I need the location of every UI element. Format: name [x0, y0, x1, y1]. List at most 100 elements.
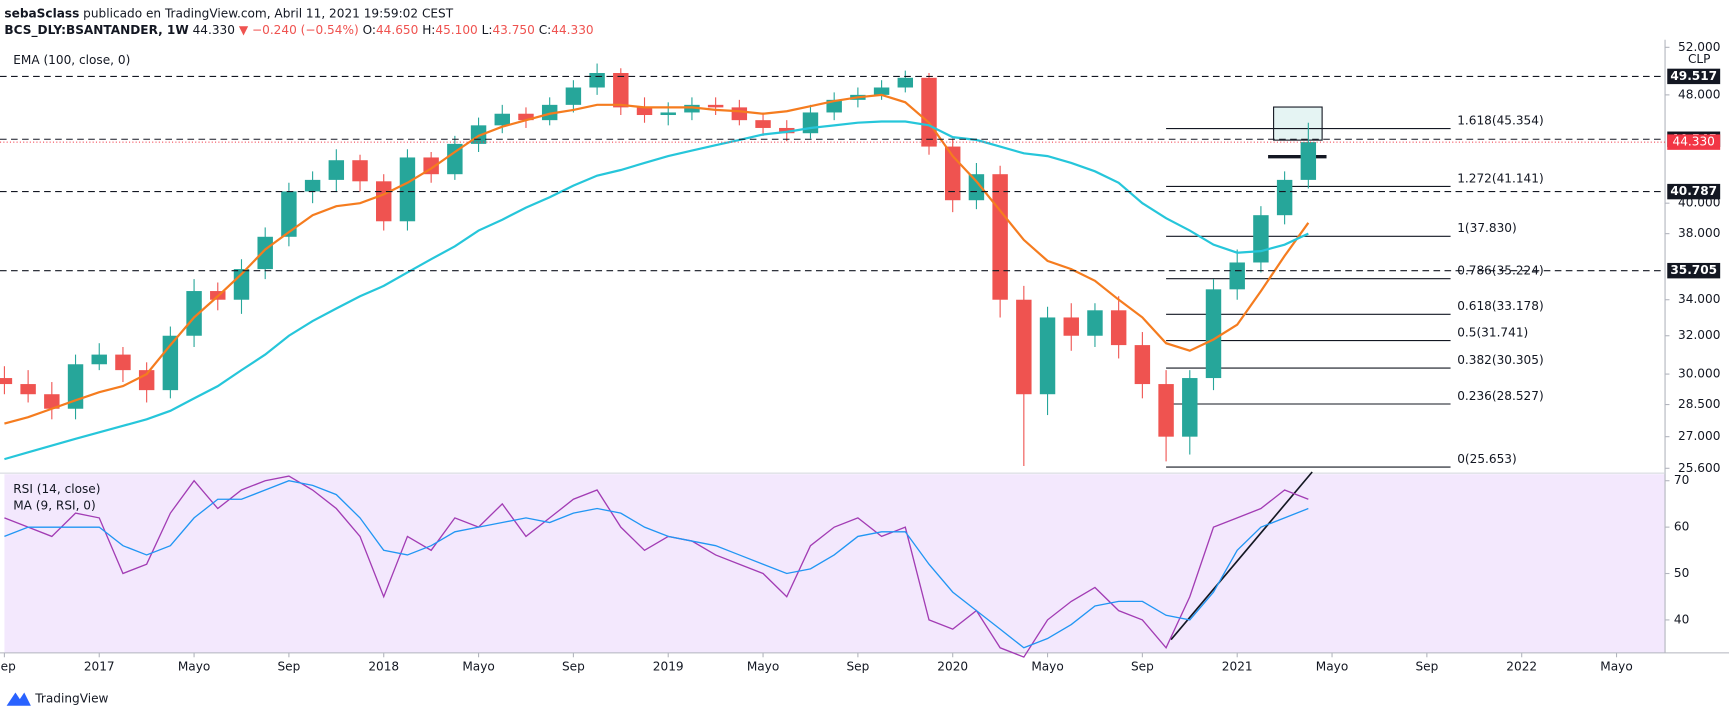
candle-body: [1016, 299, 1032, 395]
ohlc-value: 44.650: [376, 22, 418, 36]
candle-body: [613, 73, 629, 108]
fib-label: 1.272(41.141): [1457, 171, 1544, 185]
candle-body: [755, 120, 771, 128]
candle-body: [352, 160, 368, 182]
fib-label: 0.236(28.527): [1457, 389, 1544, 403]
candle-body: [186, 291, 202, 336]
x-tick-label: 2020: [937, 660, 968, 674]
y-tick-label: 25.600: [1678, 461, 1720, 475]
symbol: BCS_DLY:BSANTANDER, 1W: [4, 22, 188, 37]
x-tick-label: 2017: [84, 660, 115, 674]
x-tick-label: 2022: [1506, 660, 1537, 674]
x-tick-label: Sep: [0, 660, 16, 674]
fib-label: 0(25.653): [1457, 452, 1517, 466]
change: ▼ −0.240 (−0.54%): [239, 22, 359, 36]
level-label: 40.787: [1670, 184, 1717, 198]
ma-legend: MA (9, RSI, 0): [13, 499, 96, 513]
fib-label: 0.618(33.178): [1457, 299, 1544, 313]
footer-logo: TradingView: [6, 692, 109, 706]
x-tick-label: Sep: [277, 660, 300, 674]
y-tick-label: 60: [1674, 520, 1689, 534]
candle-body: [684, 104, 700, 113]
y-tick-label: 70: [1674, 473, 1689, 487]
rsi-line: [4, 475, 1309, 658]
candle-body: [921, 77, 937, 147]
candle-body: [779, 127, 795, 134]
candle-body: [636, 107, 653, 116]
level-badge: [1667, 262, 1721, 279]
candle-body: [115, 354, 131, 371]
y-tick-label: 48.000: [1678, 87, 1720, 101]
y-tick-label: 27.000: [1678, 429, 1720, 443]
ohlc-value: 43.750: [492, 22, 534, 36]
ohlc-label: L:: [482, 22, 493, 36]
y-tick-label: 34.000: [1678, 292, 1720, 306]
currency: CLP: [1688, 52, 1711, 66]
level-label: 35.705: [1670, 263, 1717, 277]
candle-body: [1134, 345, 1151, 385]
candle-body: [873, 87, 890, 95]
candle-body: [494, 113, 510, 126]
candle-body: [44, 394, 60, 409]
candle-body: [328, 160, 345, 180]
candle-body: [1300, 142, 1317, 180]
ohlc-value: 44.330: [551, 22, 593, 36]
candle-body: [304, 179, 321, 192]
candle-body: [376, 181, 392, 222]
fib-label: 0.382(30.305): [1457, 353, 1544, 367]
candle-body: [802, 112, 819, 134]
candle-body: [992, 174, 1008, 300]
candle-body: [1229, 262, 1245, 290]
ohlc-label: H:: [422, 22, 435, 36]
y-tick-label: 38.000: [1678, 226, 1720, 240]
candle-body: [1158, 384, 1174, 437]
level-badge: [1667, 183, 1721, 200]
x-tick-label: Sep: [846, 660, 869, 674]
candle-body: [518, 113, 534, 121]
x-tick-label: Mayo: [1316, 660, 1348, 674]
y-tick-label: 52.000: [1678, 40, 1720, 54]
x-tick-label: Mayo: [1031, 660, 1063, 674]
candle-body: [897, 77, 914, 88]
x-tick-label: Mayo: [178, 660, 210, 674]
rsi-pane: [4, 474, 1666, 653]
y-tick-label: 28.500: [1678, 397, 1720, 411]
rsi-trendline: [1170, 471, 1313, 641]
x-tick-label: Sep: [562, 660, 585, 674]
x-tick-label: Mayo: [1600, 660, 1632, 674]
author-line: sebaSclass publicado en TradingView.com,…: [4, 6, 453, 20]
rsi-line: [4, 480, 1309, 649]
candle-body: [257, 236, 273, 270]
candle-body: [1087, 310, 1103, 336]
candle-body: [1039, 317, 1056, 395]
candle-body: [1205, 289, 1222, 379]
footer-text: TradingView: [34, 692, 108, 706]
x-tick-label: Mayo: [462, 660, 494, 674]
ohlc-value: 45.100: [435, 22, 477, 36]
author: sebaSclass: [4, 6, 79, 20]
candle-body: [1110, 310, 1127, 346]
candle-body: [20, 384, 36, 395]
candle-body: [589, 73, 605, 88]
candle-body: [565, 87, 582, 105]
level-label: 49.517: [1670, 69, 1717, 83]
close: 44.330: [193, 22, 235, 36]
x-tick-label: Sep: [1415, 660, 1438, 674]
candle-body: [447, 143, 463, 175]
candle-body: [968, 174, 985, 201]
candle-body: [91, 354, 107, 365]
x-tick-label: 2019: [653, 660, 684, 674]
candle-body: [0, 378, 13, 385]
published: publicado en TradingView.com, Abril 11, …: [83, 6, 454, 20]
logo-icon: [6, 692, 31, 706]
candle-body: [67, 364, 84, 409]
y-tick-label: 30.000: [1678, 367, 1720, 381]
candle-body: [1253, 215, 1269, 263]
fib-label: 0.5(31.741): [1457, 325, 1528, 339]
ema-line: [4, 93, 1310, 425]
ema-line: [4, 120, 1309, 461]
x-tick-label: 2018: [368, 660, 399, 674]
rsi-legend: RSI (14, close): [13, 482, 100, 496]
